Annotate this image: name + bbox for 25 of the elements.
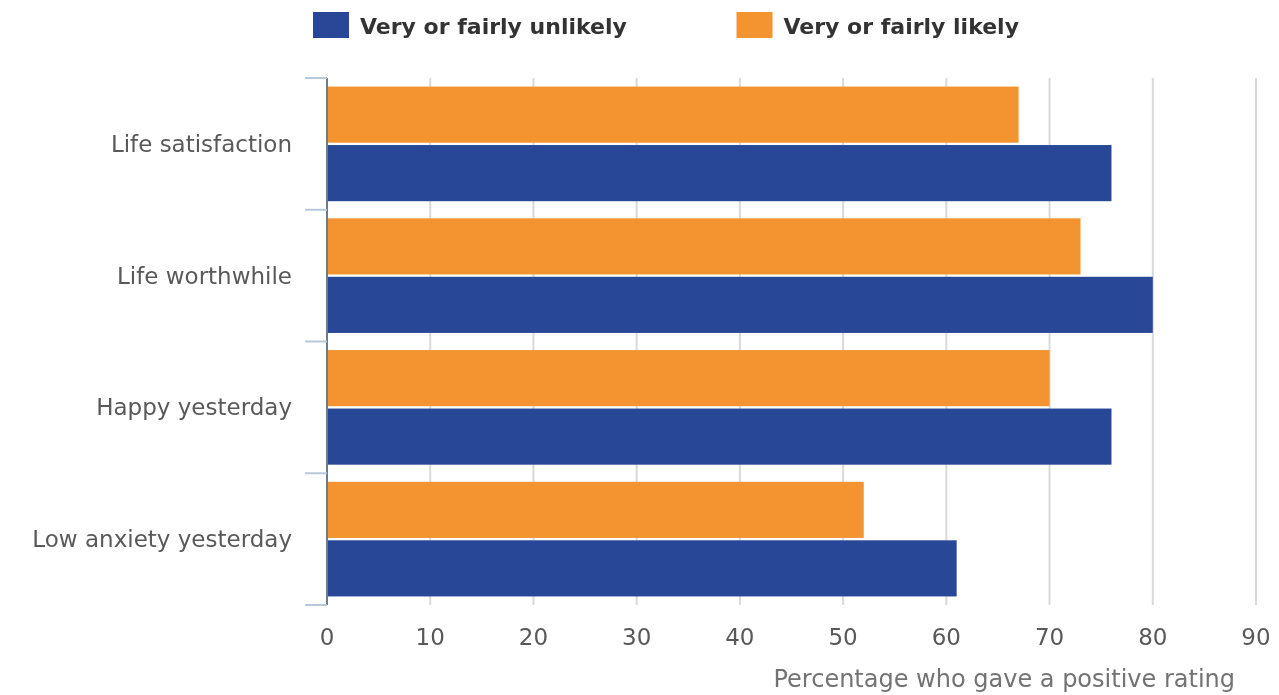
y-tick-label: Life satisfaction	[110, 130, 292, 157]
x-tick-label: 50	[828, 624, 858, 650]
y-tick-label: Life worthwhile	[116, 262, 292, 289]
legend-label: Very or fairly likely	[783, 14, 1019, 39]
legend-label: Very or fairly unlikely	[360, 14, 627, 39]
x-tick-label: 40	[725, 624, 755, 650]
bar	[327, 408, 1112, 465]
bar	[327, 145, 1112, 202]
x-tick-label: 0	[319, 624, 335, 650]
bar	[327, 86, 1019, 143]
bar	[327, 350, 1050, 407]
bar	[327, 481, 864, 538]
x-tick-label: 20	[518, 624, 549, 650]
x-tick-label: 70	[1034, 624, 1065, 650]
bar	[327, 276, 1153, 333]
x-tick-label: 90	[1241, 624, 1271, 650]
x-tick-label: 60	[931, 624, 961, 650]
x-tick-label: 10	[415, 624, 445, 650]
x-axis-title: Percentage who gave a positive rating	[773, 665, 1235, 693]
y-tick-label: Low anxiety yesterday	[32, 526, 292, 553]
bar	[327, 218, 1081, 275]
bar	[327, 540, 957, 597]
y-tick-label: Happy yesterday	[96, 394, 292, 421]
x-tick-label: 80	[1138, 624, 1168, 650]
x-tick-label: 30	[622, 624, 652, 650]
